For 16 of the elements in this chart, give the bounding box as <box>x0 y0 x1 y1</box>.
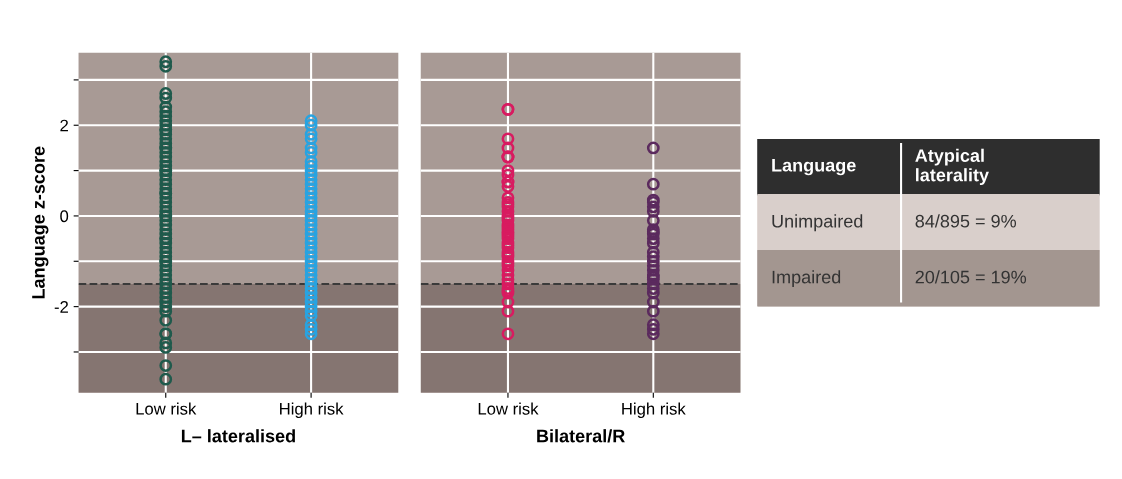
y-axis-title: Language z-score <box>32 146 49 299</box>
x-axis-title: L– lateralised <box>181 429 295 443</box>
y-tick-label: -2 <box>54 301 68 313</box>
text: 84/895 = 9% <box>915 214 1017 228</box>
text: Atypical laterality <box>915 148 989 185</box>
y-tick-label: 2 <box>60 119 68 132</box>
x-tick-label: High risk <box>280 402 344 419</box>
x-tick-label: Low risk <box>136 402 197 415</box>
text: 20/105 = 19% <box>915 270 1027 284</box>
x-axis-title: Bilateral/R <box>537 429 625 443</box>
y-tick-label: 0 <box>60 210 69 223</box>
x-tick-label: Low risk <box>478 402 539 415</box>
x-tick-label: High risk <box>622 402 686 419</box>
text: Language <box>772 159 856 176</box>
text: Unimpaired <box>772 214 863 232</box>
text: Impaired <box>772 270 841 288</box>
